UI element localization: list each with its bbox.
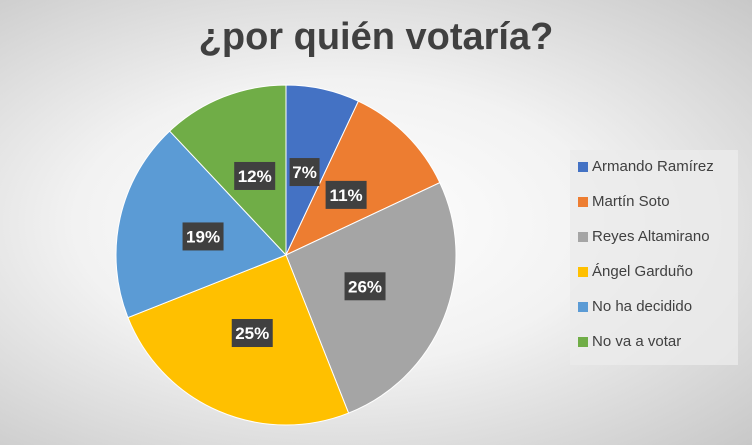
data-label-text: 7% [292,163,317,182]
legend-label: No va a votar [592,333,682,350]
data-label-box [231,319,273,348]
legend-label: Armando Ramírez [592,158,714,175]
legend-swatch [578,161,588,172]
legend-label: Reyes Altamirano [592,228,710,245]
legend-swatch [578,231,588,242]
data-label-box [325,180,367,209]
data-label-2: 26% [344,272,386,301]
data-label-text: 11% [330,186,363,205]
legend-item: Armando Ramírez [578,158,714,175]
legend-swatch [578,196,588,207]
pie-slice-5 [168,84,287,257]
legend-swatch [578,336,588,347]
legend-item: No va a votar [578,333,681,350]
data-label-text: 19% [186,227,220,246]
data-label-text: 26% [348,277,382,296]
legend-item: No ha decidido [578,298,692,315]
legend-item: Martín Soto [578,193,670,210]
data-label-3: 25% [231,319,273,348]
data-label-5: 12% [234,161,276,190]
legend-label: Martín Soto [592,193,670,210]
legend-swatch [578,266,588,277]
chart-title: ¿por quién votaría? [198,16,554,58]
legend-label: No ha decidido [592,298,693,315]
data-label-0: 7% [289,158,320,187]
legend-item: Reyes Altamirano [578,228,710,245]
data-label-box [344,272,386,301]
data-label-box [234,161,276,190]
data-label-text: 12% [238,167,272,186]
legend-label: Ángel Garduño [592,263,693,280]
data-label-box [289,158,320,187]
pie-slice-1 [284,100,441,257]
data-label-1: 11% [325,180,367,209]
legend-item: Ángel Garduño [578,263,693,280]
data-label-4: 19% [182,222,224,251]
legend: Armando Ramírez Martín Soto Reyes Altamira… [570,150,738,365]
legend-swatch [578,301,588,312]
data-label-text: 25% [235,324,269,343]
data-label-box [182,222,224,251]
